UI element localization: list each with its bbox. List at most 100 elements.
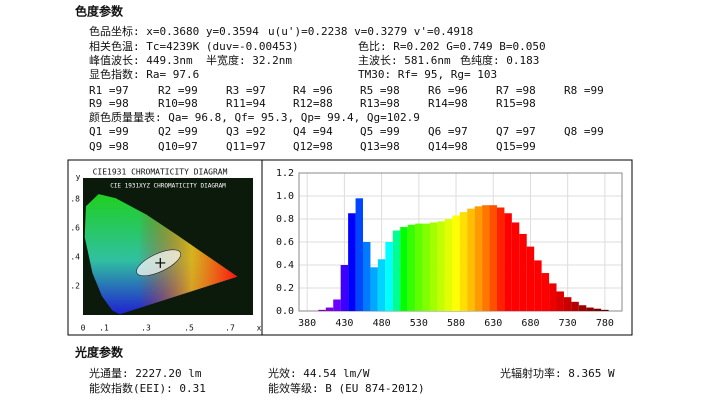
param-text: Q14=98 — [428, 140, 468, 153]
cie-x-label: 0 — [81, 324, 86, 333]
cie-x-label: .1 — [99, 324, 109, 333]
param-text: Q6 =97 — [428, 125, 468, 138]
param-text: R4 =96 — [293, 84, 333, 97]
spectrum-chart: 0.0 0.2 0.4 0.6 0.8 1.0 1.2 380 430 480 530 580 630 6… — [276, 168, 623, 329]
param-text: R12=88 — [293, 97, 333, 110]
spectrum-bar — [429, 222, 438, 311]
spectrum-bar — [363, 242, 371, 311]
cie-title: CIE1931 CHROMATICITY DIAGRAM — [93, 168, 228, 177]
param-text: R9 =98 — [89, 97, 129, 110]
cie-x-label: .3 — [141, 324, 151, 333]
param-text: R8 =99 — [564, 84, 604, 97]
x-tick-label: 580 — [447, 318, 465, 329]
param-text: Q13=98 — [360, 140, 400, 153]
spectrum-bar — [467, 208, 475, 311]
param-text: Q9 =98 — [89, 140, 129, 153]
spectrum-bar — [333, 299, 341, 311]
spectrum-bar — [586, 307, 594, 311]
cie-inner-title: CIE 1931XYZ CHROMATICITY DIAGRAM — [110, 183, 226, 190]
spectrum-bar — [474, 206, 483, 311]
y-tick-label: 1.2 — [276, 168, 294, 179]
param-text: Q12=98 — [293, 140, 333, 153]
spectrum-bar — [415, 223, 423, 311]
cie-marker — [155, 257, 166, 268]
param-text: 相关色温: Tc=4239K (duv=-0.00453) — [89, 39, 299, 53]
spectrum-bar — [377, 259, 386, 311]
spectrum-bar — [407, 224, 416, 311]
spectrum-bar — [534, 260, 542, 311]
cie-x-label: .7 — [225, 324, 235, 333]
param-text: 色品坐标: x=0.3680 y=0.3594 — [89, 24, 259, 38]
spectrum-bar — [571, 301, 579, 311]
x-tick-label: 780 — [596, 318, 614, 329]
param-text: 色纯度: 0.183 — [460, 53, 539, 67]
x-tick-label: 380 — [298, 318, 316, 329]
param-text: 显色指数: Ra= 97.6 — [89, 67, 199, 81]
spectrum-bar — [385, 242, 393, 311]
param-text: R7 =98 — [496, 84, 536, 97]
param-text: 光辐射功率: 8.365 W — [500, 366, 615, 380]
param-text: Q2 =99 — [158, 125, 198, 138]
spectrum-bar — [340, 265, 349, 311]
cie-y-label: .6 — [70, 224, 80, 233]
spectrum-bar — [452, 215, 460, 311]
spectrum-bar — [392, 230, 401, 311]
param-text: Q11=97 — [226, 140, 266, 153]
y-tick-label: 0.6 — [276, 237, 294, 248]
param-text: R10=98 — [158, 97, 198, 110]
spectrum-bar — [422, 223, 430, 311]
param-text: u(u')=0.2238 v=0.3279 v'=0.4918 — [268, 25, 473, 38]
param-text: 能效等级: B (EU 874-2012) — [268, 381, 425, 395]
x-tick-label: 630 — [484, 318, 502, 329]
spectrum-bar — [578, 305, 587, 311]
spectrum-bar — [511, 222, 520, 311]
section-title: 色度参数 — [75, 4, 124, 19]
spectrum-bar — [526, 246, 535, 311]
param-text: Q15=99 — [496, 140, 536, 153]
param-text: R11=94 — [226, 97, 266, 110]
param-text: 半宽度: 32.2nm — [206, 53, 292, 67]
section-title: 光度参数 — [74, 345, 124, 360]
spectrum-bar — [549, 283, 557, 311]
cie-x-label: .5 — [184, 324, 194, 333]
param-text: R1 =97 — [89, 84, 129, 97]
spectrum-bar — [541, 273, 550, 311]
param-text: Q1 =99 — [89, 125, 129, 138]
cie-y-label: .8 — [70, 195, 80, 204]
spectrum-bar — [489, 205, 497, 311]
spectrum-bar — [459, 212, 468, 311]
cie-y-label: .2 — [70, 282, 80, 291]
param-text: Q7 =97 — [496, 125, 536, 138]
param-text: 颜色质量量表: Qa= 96.8, Qf= 95.3, Qp= 99.4, Qg… — [89, 110, 420, 124]
x-tick-label: 680 — [521, 318, 539, 329]
y-tick-label: 0.4 — [276, 260, 294, 271]
param-text: Q8 =99 — [564, 125, 604, 138]
spectrum-bar — [593, 308, 602, 311]
param-text: Q4 =94 — [293, 125, 333, 138]
x-tick-label: 480 — [373, 318, 391, 329]
y-tick-label: 0.0 — [276, 306, 294, 317]
param-text: R13=98 — [360, 97, 400, 110]
y-tick-label: 1.0 — [276, 191, 294, 202]
param-text: Q5 =99 — [360, 125, 400, 138]
spectrum-bar — [437, 221, 445, 311]
spectrum-bar — [601, 309, 609, 311]
spectrum-bar — [504, 213, 512, 311]
spectrum-bar — [482, 205, 490, 311]
y-tick-label: 0.8 — [276, 214, 294, 225]
param-text: 光效: 44.54 lm/W — [268, 366, 370, 380]
param-text: Q3 =92 — [226, 125, 266, 138]
spectrum-bar — [355, 198, 364, 311]
x-tick-label: 730 — [559, 318, 577, 329]
param-text: R2 =99 — [158, 84, 198, 97]
param-text: TM30: Rf= 95, Rg= 103 — [358, 68, 497, 81]
param-text: R6 =96 — [428, 84, 468, 97]
x-tick-label: 430 — [335, 318, 353, 329]
cie-y-label: .4 — [70, 253, 80, 262]
cie-diagram: CIE1931 CHROMATICITY DIAGRAM CIE 1931XYZ … — [70, 168, 261, 333]
param-text: R14=98 — [428, 97, 468, 110]
param-text: R15=98 — [496, 97, 536, 110]
param-text: 主波长: 581.6nm — [358, 54, 451, 67]
spectrum-bar — [370, 267, 378, 311]
